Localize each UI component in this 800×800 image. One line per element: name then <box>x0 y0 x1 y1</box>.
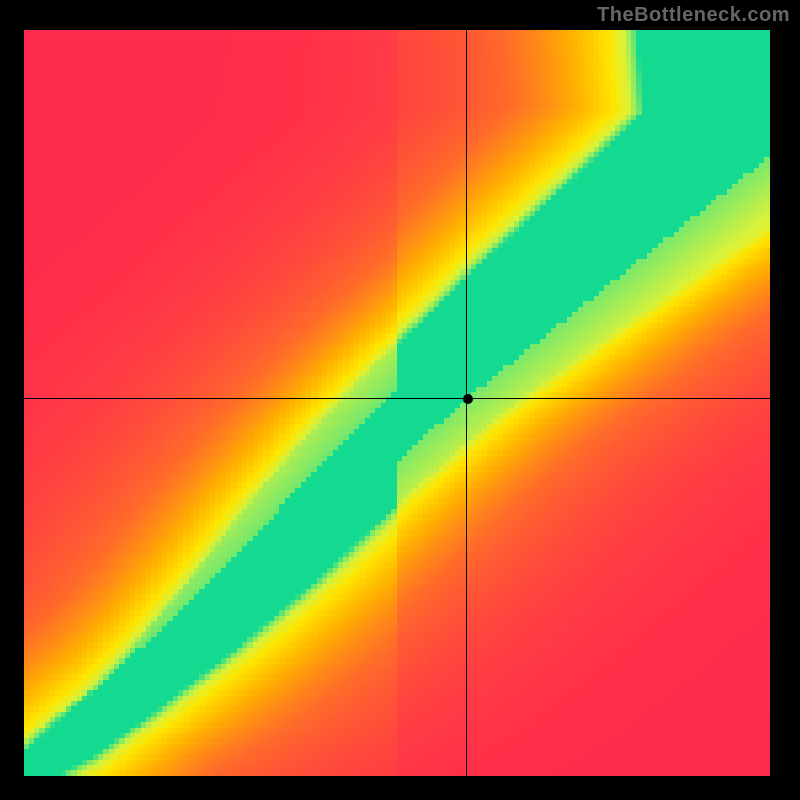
chart-container: TheBottleneck.com <box>0 0 800 800</box>
crosshair-horizontal <box>24 398 770 399</box>
marker-dot <box>463 394 473 404</box>
heatmap-plot <box>24 30 770 776</box>
attribution-text: TheBottleneck.com <box>597 4 790 27</box>
heatmap-canvas <box>24 30 770 776</box>
